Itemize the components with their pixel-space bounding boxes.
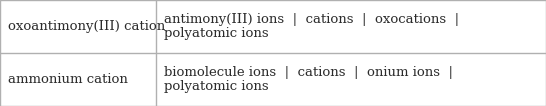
Text: polyatomic ions: polyatomic ions xyxy=(164,27,268,40)
Text: ammonium cation: ammonium cation xyxy=(8,73,128,86)
Text: biomolecule ions  |  cations  |  onium ions  |: biomolecule ions | cations | onium ions … xyxy=(164,66,453,79)
Text: oxoantimony(III) cation: oxoantimony(III) cation xyxy=(8,20,165,33)
Text: polyatomic ions: polyatomic ions xyxy=(164,80,268,93)
Text: antimony(III) ions  |  cations  |  oxocations  |: antimony(III) ions | cations | oxocation… xyxy=(164,13,459,26)
